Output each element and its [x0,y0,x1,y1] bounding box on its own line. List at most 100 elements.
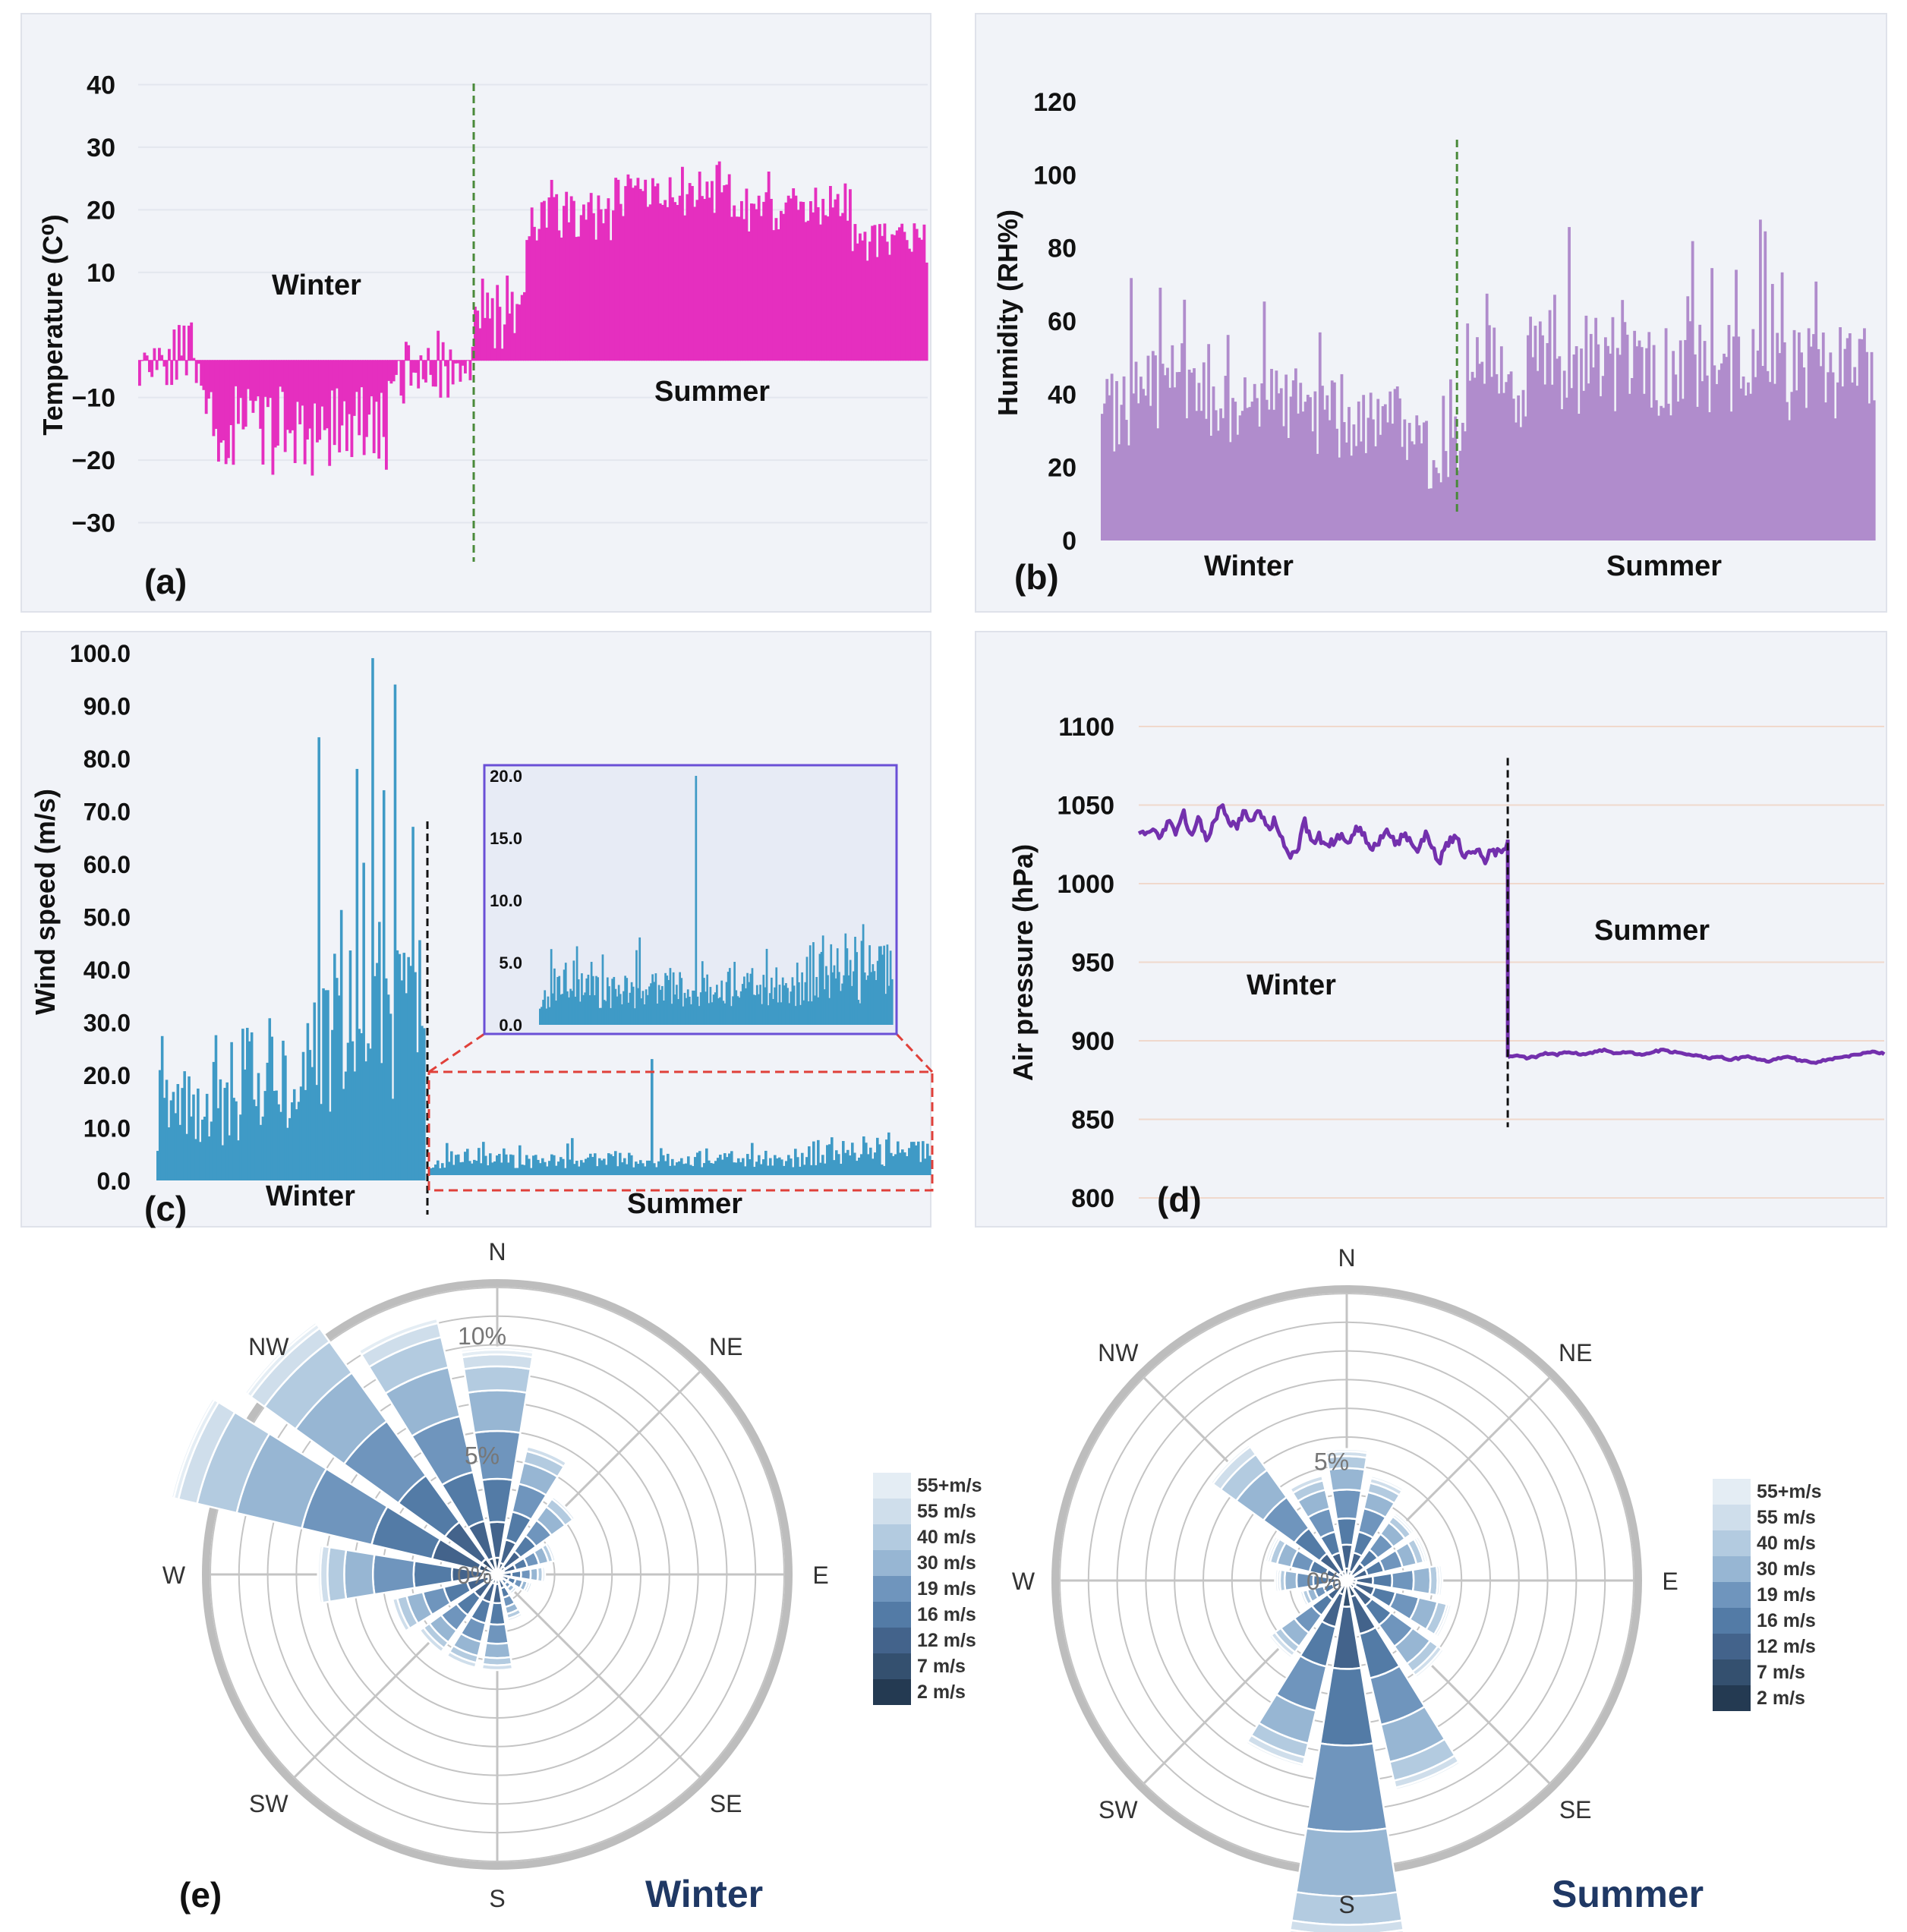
humidity-bar [1533,326,1537,541]
humidity-bar [1756,350,1760,541]
temperature-bar [370,360,374,397]
inset-wind-bar [722,1001,725,1025]
temperature-bar [849,189,852,361]
humidity-bar [1357,401,1360,541]
humidity-bar [1604,337,1607,541]
inset-wind-bar [578,1001,582,1025]
inset-wind-bar [890,979,894,1025]
wind-bar-winter [326,990,329,1180]
inset-wind-bar [613,976,616,1025]
humidity-bar [1124,420,1128,541]
humidity-bar [1488,325,1491,541]
humidity-bar [1417,425,1421,541]
inset-wind-bar [840,991,842,1025]
wind-bar-summer [434,1165,437,1175]
humidity-bar [1693,354,1697,541]
humidity-bar [1442,396,1445,541]
humidity-bar [1362,395,1366,541]
temperature-bar [222,360,225,441]
temperature-bar [153,348,156,361]
temperature-bar [925,262,928,361]
inset-wind-bar [817,997,820,1025]
humidity-bar [1625,334,1629,541]
inset-wind-bar [812,942,815,1025]
inset-wind-bar [564,963,567,1025]
inset-wind-bar [805,957,809,1025]
humidity-bar [1589,333,1593,541]
wind-bar-summer [537,1159,540,1175]
wind-bar-summer [493,1161,496,1175]
temperature-bar [405,342,408,361]
humidity-bar [1236,434,1240,541]
temperature-bar [705,181,709,361]
inset-wind-bar [709,987,712,1025]
inset-wind-bar [571,991,574,1025]
temperature-bar [320,360,324,407]
humidity-bar [1437,473,1440,541]
humidity-bar [1848,333,1852,541]
humidity-bar [1272,409,1276,541]
wind-bar-summer [867,1154,870,1175]
rose-sector-segment [482,1641,512,1659]
humidity-bar [1146,355,1150,541]
humidity-bar [1420,443,1423,541]
humidity-bar [1541,335,1544,541]
rose-sector-segment [1294,1827,1399,1898]
temperature-bar [217,360,220,462]
temperature-bar [616,179,620,361]
temperature-bar [451,360,455,385]
temperature-bar [673,202,677,361]
temperature-bar [184,360,188,376]
wind-bar-winter [339,909,343,1180]
temperature-bar [237,360,240,424]
rose-sector-segment [506,1612,524,1622]
legend-label: 12 m/s [917,1630,976,1651]
wind-bar-summer [635,1161,638,1175]
inset-wind-bar [790,991,793,1025]
inset-y-tick-label: 10.0 [490,891,522,910]
wind-bar-summer [437,1160,440,1175]
inset-wind-bar [559,994,563,1025]
wind-bar-summer [623,1158,626,1175]
humidity-bar [1287,437,1291,541]
pressure-line-summer [1507,1047,1886,1065]
temperature-bar [711,181,714,361]
humidity-bar [1183,299,1187,541]
temperature-bar [402,360,405,404]
inset-wind-bar [582,994,585,1025]
temperature-bar [513,333,516,361]
humidity-bar [1466,323,1470,541]
inset-wind-bar [809,945,812,1025]
temperature-bar [530,207,534,361]
inset-wind-bar [798,982,800,1025]
humidity-bar [1265,399,1269,541]
temperature-bar [411,360,415,373]
humidity-bar [1478,364,1482,541]
temperature-bar [895,230,899,361]
inset-wind-bar [745,988,747,1025]
wind-bar-winter [259,1124,263,1180]
wind-bar-summer [550,1154,553,1175]
humidity-bar [1393,389,1397,541]
season-label-summer: Summer [1606,550,1722,582]
temperature-bar [873,225,877,361]
wind-bar-winter [306,1023,310,1180]
humidity-bar [1344,442,1348,541]
wind-rose-title-winter: Winter [645,1873,763,1915]
temperature-bar [165,360,169,386]
inset-wind-bar [650,983,652,1025]
inset-wind-bar [677,999,679,1025]
humidity-bar [1678,340,1682,541]
inset-wind-bar [834,978,837,1025]
temperature-bar [804,222,808,361]
humidity-bar [1246,408,1250,541]
humidity-bar [1224,376,1228,541]
humidity-bar [1715,383,1719,541]
wind-bar-summer [730,1151,733,1175]
humidity-bar [1705,375,1709,541]
temperature-chart: 40 30 20 10 −10 −20 −30 Temperature (C⁰) Winte… [37,71,928,601]
rose-sector-segment [372,1553,416,1596]
inset-wind-bar [679,972,681,1025]
wind-bar-winter [423,1028,426,1180]
humidity-bar [1335,428,1338,541]
